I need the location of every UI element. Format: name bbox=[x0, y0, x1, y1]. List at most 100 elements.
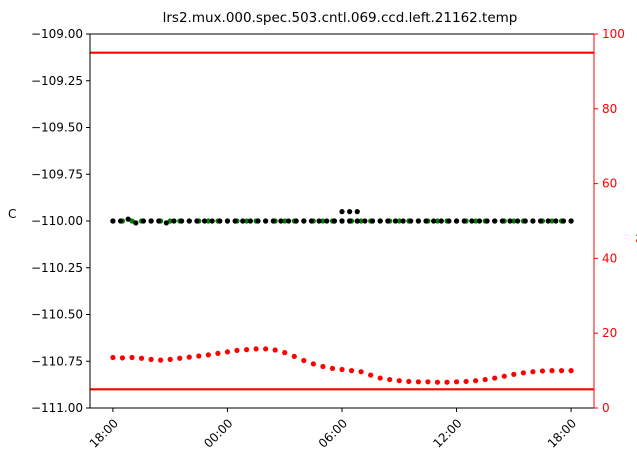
data-point bbox=[553, 218, 559, 224]
data-point bbox=[255, 218, 261, 224]
data-point bbox=[133, 220, 139, 226]
data-point bbox=[171, 218, 177, 224]
data-point bbox=[511, 218, 517, 224]
data-point bbox=[179, 218, 185, 224]
data-point bbox=[453, 379, 460, 385]
data-point bbox=[476, 218, 483, 224]
data-point bbox=[217, 218, 223, 224]
data-point bbox=[282, 218, 288, 224]
data-point bbox=[368, 372, 374, 378]
data-point bbox=[377, 375, 383, 381]
y-tick-label: −109.50 bbox=[31, 121, 83, 135]
data-point bbox=[196, 353, 202, 359]
data-point bbox=[163, 220, 169, 226]
data-point bbox=[473, 218, 479, 224]
data-point bbox=[243, 347, 250, 353]
y2-tick-label: 40 bbox=[602, 251, 617, 265]
data-point bbox=[282, 350, 288, 356]
data-point bbox=[560, 218, 567, 224]
x-tick-label: 06:00 bbox=[316, 416, 350, 450]
data-point bbox=[205, 352, 211, 358]
data-point bbox=[369, 218, 376, 224]
y-tick-label: −110.75 bbox=[31, 354, 83, 368]
y-tick-label: −109.75 bbox=[31, 167, 83, 181]
data-point bbox=[148, 356, 154, 362]
data-point bbox=[507, 218, 513, 224]
y2-tick-label: 80 bbox=[602, 102, 617, 116]
data-point bbox=[263, 346, 269, 352]
data-point bbox=[377, 218, 383, 224]
data-point bbox=[568, 368, 574, 374]
data-point bbox=[339, 218, 345, 224]
data-point bbox=[310, 361, 316, 367]
data-point bbox=[400, 218, 406, 224]
data-point bbox=[320, 218, 326, 224]
y2-axis-label: % bbox=[633, 232, 637, 243]
data-point bbox=[539, 368, 546, 374]
data-point bbox=[438, 218, 444, 224]
data-point bbox=[234, 347, 240, 354]
data-point bbox=[205, 218, 211, 224]
left-axis: −109.00 −109.25 −109.50 −109.75 −110.00 −110.… bbox=[31, 27, 90, 415]
data-point bbox=[347, 218, 353, 224]
data-point bbox=[358, 369, 364, 375]
data-point bbox=[558, 368, 565, 374]
data-point bbox=[167, 356, 173, 362]
data-point bbox=[253, 346, 259, 352]
data-point bbox=[339, 366, 345, 373]
data-point bbox=[362, 218, 368, 224]
data-point bbox=[339, 209, 345, 215]
data-point bbox=[530, 369, 536, 375]
data-point bbox=[461, 218, 467, 224]
data-point bbox=[138, 355, 145, 361]
data-point bbox=[156, 218, 162, 224]
data-point bbox=[263, 218, 269, 224]
data-point bbox=[117, 218, 124, 224]
data-point bbox=[331, 218, 337, 224]
y2-tick-label: 100 bbox=[602, 27, 625, 41]
y-tick-label: −109.00 bbox=[31, 27, 83, 41]
data-point bbox=[209, 218, 215, 224]
data-point bbox=[515, 218, 521, 224]
x-tick-label: 12:00 bbox=[430, 416, 464, 450]
data-point bbox=[392, 218, 399, 224]
data-point bbox=[387, 376, 393, 383]
data-point bbox=[285, 218, 292, 224]
data-point bbox=[446, 218, 452, 224]
data-point bbox=[272, 347, 278, 353]
data-point bbox=[469, 218, 475, 224]
data-point bbox=[463, 378, 469, 385]
data-point bbox=[240, 218, 246, 224]
data-point bbox=[301, 218, 307, 224]
data-point bbox=[224, 218, 231, 224]
data-point bbox=[415, 218, 421, 224]
x-tick-label: 00:00 bbox=[201, 416, 235, 450]
data-point bbox=[320, 363, 326, 370]
data-point bbox=[186, 354, 192, 360]
data-point bbox=[444, 379, 450, 385]
data-point bbox=[522, 218, 528, 224]
data-point bbox=[232, 218, 238, 224]
data-point bbox=[423, 218, 429, 224]
chart-title: lrs2.mux.000.spec.503.cntl.069.ccd.left.… bbox=[163, 10, 518, 26]
data-point bbox=[431, 218, 437, 224]
data-point bbox=[348, 368, 355, 374]
data-point bbox=[215, 350, 221, 356]
y2-tick-label: 0 bbox=[602, 401, 610, 415]
data-point bbox=[549, 368, 555, 374]
data-point bbox=[347, 209, 353, 215]
x-tick-label: 18:00 bbox=[545, 416, 579, 450]
data-point bbox=[148, 218, 154, 224]
data-point bbox=[396, 218, 402, 224]
data-point bbox=[358, 218, 364, 224]
data-point bbox=[385, 218, 391, 224]
data-point bbox=[484, 218, 490, 224]
data-point bbox=[408, 218, 414, 224]
data-point bbox=[293, 218, 299, 224]
data-point bbox=[329, 365, 336, 371]
data-point bbox=[247, 218, 253, 224]
data-point bbox=[501, 373, 507, 379]
y-tick-label: −110.00 bbox=[31, 214, 83, 228]
data-point bbox=[453, 218, 460, 224]
